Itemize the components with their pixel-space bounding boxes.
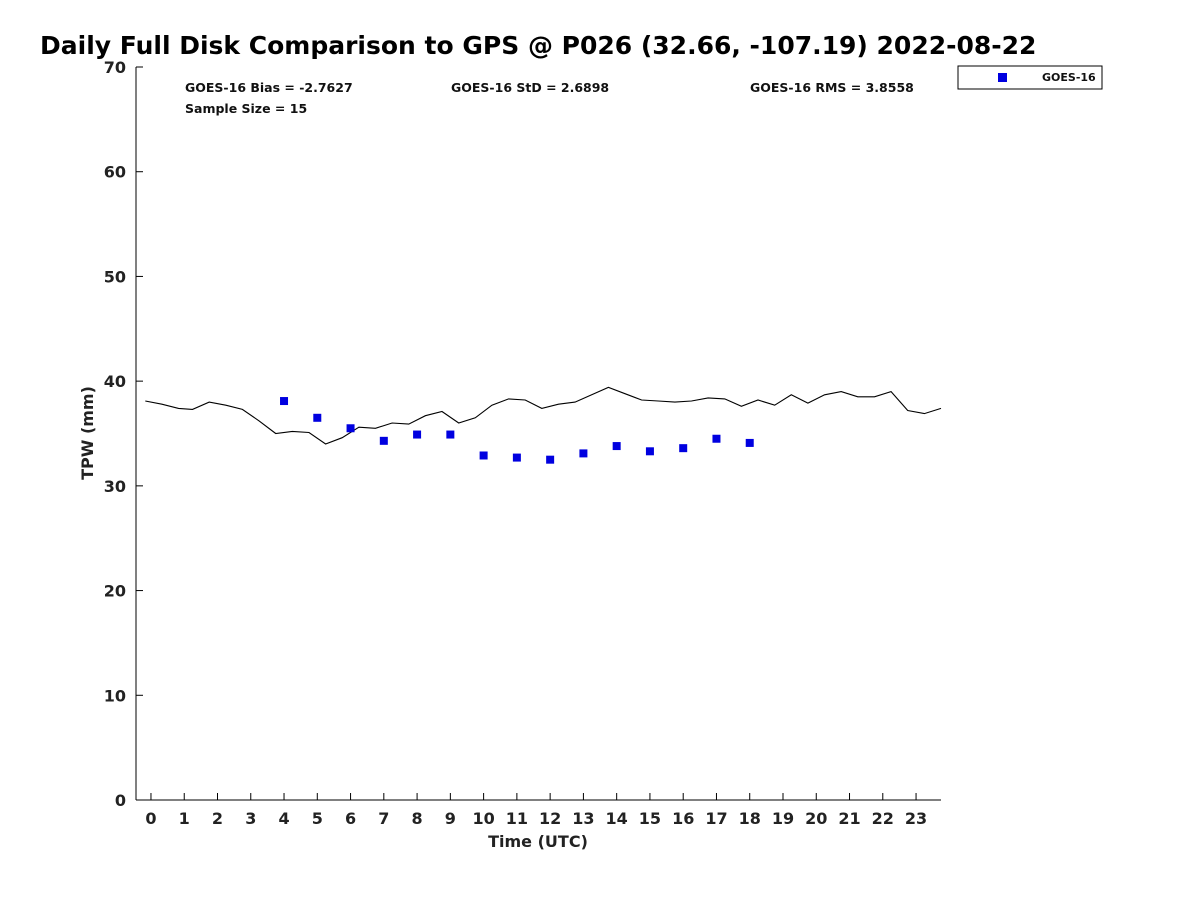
legend-box — [957, 65, 1103, 90]
chart-title: Daily Full Disk Comparison to GPS @ P026… — [40, 31, 1036, 60]
x-tick-label: 8 — [412, 809, 423, 828]
y-tick-label: 40 — [104, 372, 126, 391]
goes16-point — [512, 453, 521, 462]
x-tick-label: 21 — [838, 809, 860, 828]
y-tick-label: 20 — [104, 582, 126, 601]
goes16-point — [612, 442, 621, 451]
legend-marker-goes16 — [998, 73, 1007, 82]
x-axis-ticks: 0 1 2 3 4 5 6 7 8 9 10 11 12 13 14 15 16 17 18 19 20 21 22 23 — [145, 793, 927, 828]
y-axis-label: TPW (mm) — [78, 386, 97, 480]
legend: GOES-16 — [957, 65, 1103, 90]
goes16-point — [712, 434, 721, 443]
x-tick-label: 23 — [905, 809, 927, 828]
y-tick-label: 60 — [104, 163, 126, 182]
x-tick-label: 18 — [739, 809, 761, 828]
x-tick-label: 6 — [345, 809, 356, 828]
x-tick-label: 12 — [539, 809, 561, 828]
y-axis-ticks: 0 10 20 30 40 50 60 70 — [104, 58, 143, 810]
x-tick-label: 19 — [772, 809, 794, 828]
goes16-point — [579, 449, 588, 458]
x-tick-label: 4 — [278, 809, 289, 828]
x-tick-label: 3 — [245, 809, 256, 828]
goes16-point — [479, 451, 488, 460]
std-annotation: GOES-16 StD = 2.6898 — [451, 80, 609, 95]
x-tick-label: 5 — [312, 809, 323, 828]
x-tick-label: 9 — [445, 809, 456, 828]
x-axis-label: Time (UTC) — [488, 832, 588, 851]
bias-annotation: GOES-16 Bias = -2.7627 — [185, 80, 353, 95]
x-tick-label: 11 — [506, 809, 528, 828]
x-tick-label: 17 — [705, 809, 727, 828]
legend-label-goes16: GOES-16 — [1042, 71, 1096, 84]
x-tick-label: 15 — [639, 809, 661, 828]
goes16-point — [413, 430, 422, 439]
sample-size-annotation: Sample Size = 15 — [185, 101, 307, 116]
goes16-point — [313, 413, 322, 422]
x-tick-label: 1 — [179, 809, 190, 828]
goes16-point — [645, 447, 654, 456]
x-tick-label: 14 — [606, 809, 628, 828]
y-tick-label: 50 — [104, 267, 126, 286]
goes16-point — [280, 397, 289, 406]
y-tick-label: 10 — [104, 686, 126, 705]
rms-annotation: GOES-16 RMS = 3.8558 — [750, 80, 914, 95]
series-layer — [145, 386, 942, 464]
x-tick-label: 0 — [145, 809, 156, 828]
y-tick-label: 70 — [104, 58, 126, 77]
goes16-point — [679, 444, 688, 453]
x-tick-label: 10 — [472, 809, 494, 828]
goes16-point — [446, 430, 455, 439]
x-tick-label: 13 — [572, 809, 594, 828]
x-tick-label: 20 — [805, 809, 827, 828]
y-tick-label: 30 — [104, 477, 126, 496]
goes16-point — [745, 438, 754, 447]
y-tick-label: 0 — [115, 791, 126, 810]
x-tick-label: 7 — [378, 809, 389, 828]
goes16-point — [379, 436, 388, 445]
gps-tpw-line — [145, 386, 942, 445]
x-tick-label: 2 — [212, 809, 223, 828]
x-tick-label: 22 — [872, 809, 894, 828]
goes16-point — [546, 455, 555, 464]
goes16-point — [346, 424, 355, 433]
x-tick-label: 16 — [672, 809, 694, 828]
